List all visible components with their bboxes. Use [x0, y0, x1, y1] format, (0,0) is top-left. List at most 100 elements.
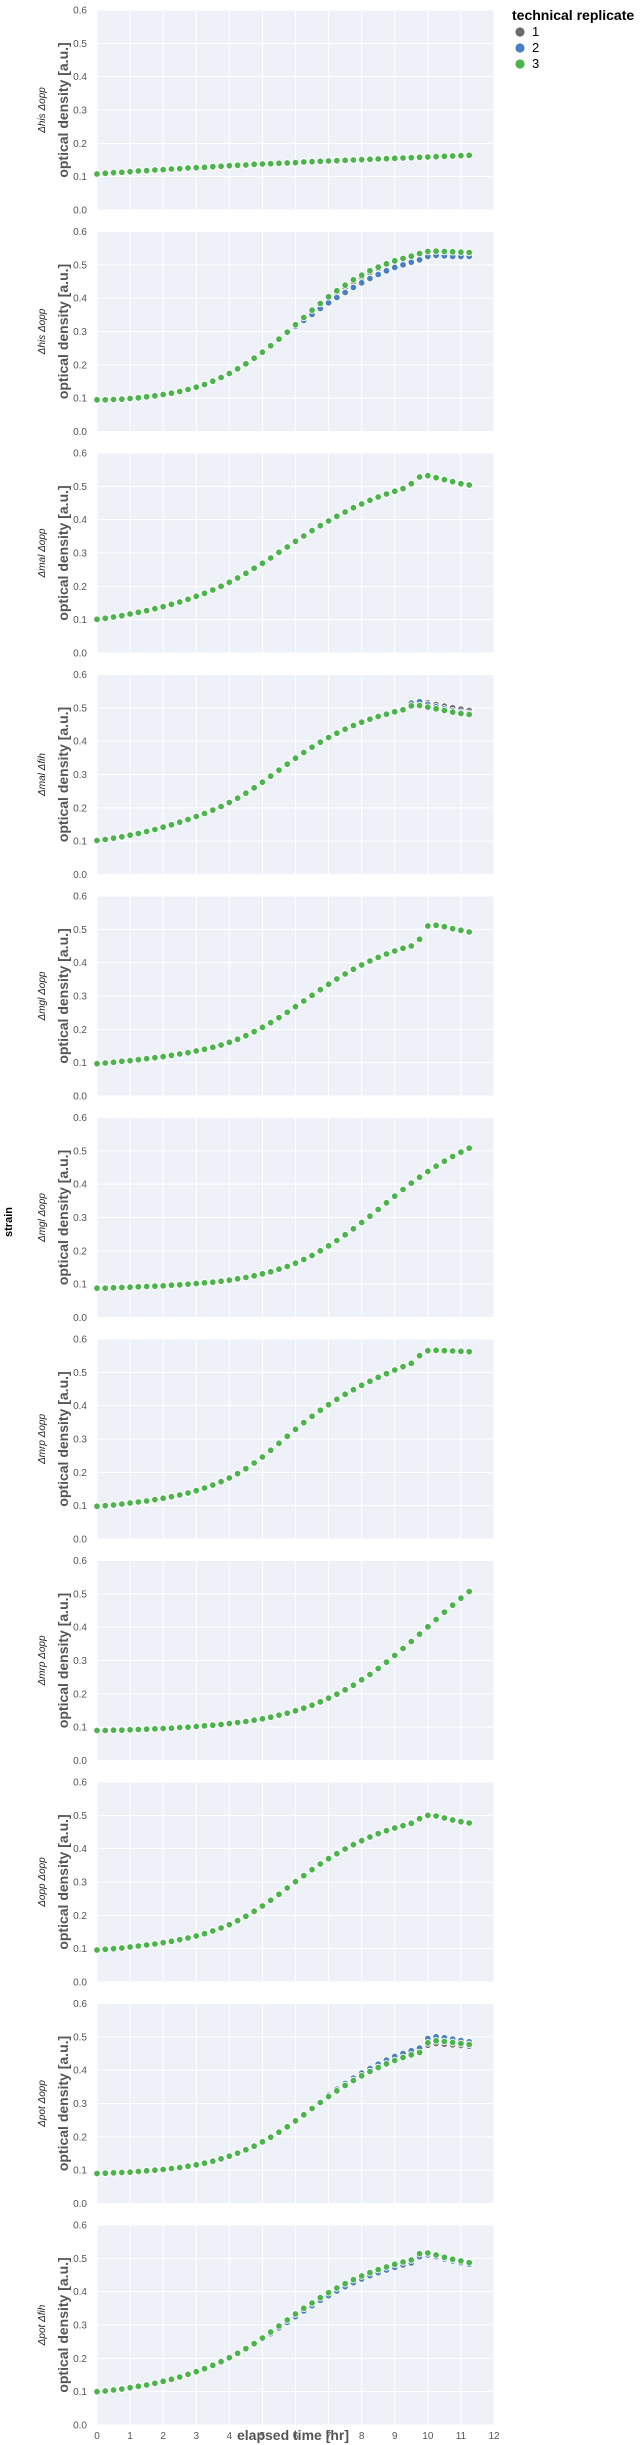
data-point	[258, 559, 267, 568]
data-point	[118, 1500, 126, 1508]
data-point	[407, 479, 415, 488]
facet-panel: 0.0 0.1 0.2 0.3 0.4 0.5 0.6 optical density [a.…	[37, 227, 495, 438]
data-point	[126, 167, 134, 176]
data-point	[308, 306, 316, 314]
data-point	[200, 380, 209, 389]
data-point	[151, 1495, 159, 1504]
data-point	[308, 2104, 316, 2113]
data-point	[184, 1280, 192, 1288]
data-point	[142, 2167, 151, 2175]
y-tick-label: 0.0	[73, 870, 87, 881]
y-tick-label: 0.4	[73, 515, 87, 526]
data-point	[399, 254, 407, 263]
facet-strain-label: Δmgl Δopp	[37, 971, 48, 1021]
legend-marker-1	[514, 26, 526, 38]
data-point	[440, 1608, 449, 1616]
data-point	[333, 975, 341, 983]
data-point	[300, 748, 308, 757]
data-point	[192, 592, 200, 601]
y-tick-label: 0.6	[73, 670, 87, 681]
data-point	[424, 2249, 432, 2257]
data-point	[167, 1281, 176, 1289]
data-point	[415, 1814, 424, 1823]
data-point	[407, 2051, 415, 2059]
data-point	[357, 1381, 366, 1390]
data-point	[250, 1907, 258, 1916]
data-point	[126, 1283, 134, 1291]
data-point	[465, 1144, 473, 1152]
data-point	[432, 152, 440, 161]
data-point	[109, 1501, 118, 1509]
data-point	[275, 1013, 283, 1022]
data-point	[291, 754, 300, 762]
data-point	[192, 2161, 200, 2169]
data-point	[126, 610, 134, 618]
data-point	[283, 2123, 291, 2131]
data-point	[415, 473, 424, 481]
data-point	[118, 1057, 126, 1066]
legend-marker-3	[514, 58, 526, 70]
data-point	[291, 537, 300, 546]
data-point	[134, 1283, 143, 1291]
y-axis-label: optical density [a.u.]	[55, 1371, 71, 1506]
data-point	[374, 1205, 382, 1214]
data-point	[333, 1690, 341, 1698]
data-point	[291, 2310, 300, 2318]
data-point	[258, 1715, 267, 1723]
data-point	[399, 944, 407, 953]
data-point	[415, 256, 424, 264]
y-axis-label: optical density [a.u.]	[55, 707, 71, 842]
data-point	[424, 922, 432, 930]
data-point	[134, 394, 143, 402]
y-axis-label: optical density [a.u.]	[55, 485, 71, 620]
data-point	[142, 166, 151, 175]
facet-panel: 0 1 2 3 4 5 6 7 8 9 10 11 120.00.10.20.30.40.50.6opt…	[37, 2221, 500, 2443]
data-point	[432, 2251, 440, 2259]
data-point	[134, 1725, 143, 1734]
data-point	[142, 2381, 151, 2389]
data-point	[374, 270, 382, 279]
facet-strain-label: Δpot Δopp	[37, 2080, 48, 2128]
facets-layer: 0.0 0.1 0.2 0.3 0.4 0.5 0.6 optical density [a.…	[37, 6, 500, 2443]
data-point	[250, 1716, 258, 1724]
data-point	[349, 283, 358, 292]
data-point	[242, 1464, 250, 1473]
data-point	[324, 293, 333, 301]
data-point	[233, 794, 242, 802]
data-point	[217, 1041, 225, 1049]
data-point	[457, 2257, 465, 2265]
data-point	[349, 965, 358, 974]
data-point	[159, 1282, 167, 1290]
data-point	[341, 1686, 349, 1694]
facet-strain-label: Δhis Δopp	[37, 87, 48, 134]
data-point	[399, 1821, 407, 1830]
data-point	[225, 161, 234, 170]
x-tick-label: 7	[326, 2431, 332, 2442]
data-point	[159, 2377, 167, 2386]
data-point	[333, 2087, 341, 2095]
data-point	[415, 1630, 424, 1638]
data-point	[424, 153, 432, 161]
y-tick-label: 0.1	[73, 1058, 87, 1069]
data-point	[134, 829, 143, 838]
data-point	[415, 701, 424, 710]
data-point	[151, 1725, 159, 1733]
data-point	[382, 950, 391, 958]
data-point	[225, 369, 234, 378]
legend-title: technical replicate	[512, 7, 634, 23]
data-point	[374, 712, 382, 721]
data-point	[448, 1816, 457, 1824]
data-point	[382, 2263, 391, 2271]
data-point	[151, 1282, 159, 1290]
data-point	[159, 390, 167, 399]
data-point	[391, 1824, 399, 1832]
data-point	[357, 279, 366, 287]
facet-strain-label: Δpot Δfih	[37, 2304, 48, 2346]
data-point	[407, 702, 415, 710]
y-tick-label: 0.1	[73, 1280, 87, 1291]
data-point	[382, 2060, 391, 2068]
data-point	[374, 493, 382, 501]
facet-strain-label: Δmrp Δopp	[37, 1414, 48, 1466]
y-tick-label: 0.1	[73, 2387, 87, 2398]
